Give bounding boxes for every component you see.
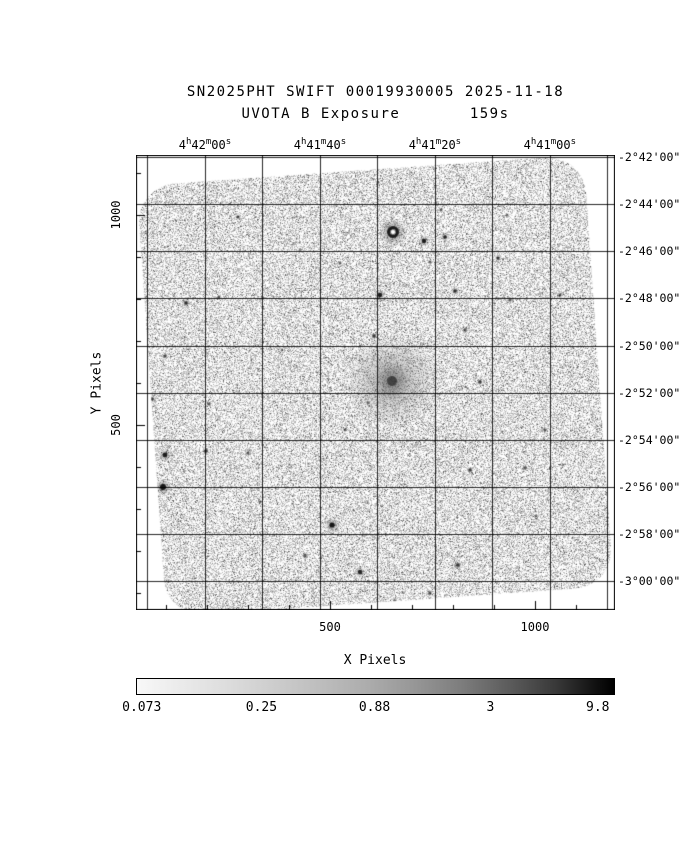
dec-tick-label: -2°58'00" <box>618 527 680 541</box>
dec-tick-label: -3°00'00" <box>618 574 680 588</box>
x-tick-label: 1000 <box>521 620 550 634</box>
dec-tick-label: -2°52'00" <box>618 386 680 400</box>
ra-tick-label: 4h42m00s <box>179 137 231 152</box>
figure-subtitle: UVOTA B Exposure 159s <box>136 106 615 122</box>
x-axis-label: X Pixels <box>344 653 407 668</box>
y-axis-label: Y Pixels <box>90 352 105 415</box>
colorbar-tick-label: 0.25 <box>246 700 277 715</box>
colorbar-tick-label: 0.073 <box>122 700 161 715</box>
dec-tick-label: -2°44'00" <box>618 197 680 211</box>
ra-tick-label: 4h41m20s <box>409 137 461 152</box>
dec-tick-label: -2°56'00" <box>618 480 680 494</box>
dec-tick-label: -2°54'00" <box>618 433 680 447</box>
y-tick-label: 1000 <box>109 201 123 230</box>
dec-tick-label: -2°46'00" <box>618 244 680 258</box>
colorbar-tick-label: 0.88 <box>359 700 390 715</box>
dec-tick-label: -2°42'00" <box>618 150 680 164</box>
figure: SN2025PHT SWIFT 00019930005 2025-11-18 U… <box>0 0 680 850</box>
ra-tick-label: 4h41m40s <box>294 137 346 152</box>
sky-image-canvas <box>136 155 615 610</box>
x-tick-label: 500 <box>319 620 341 634</box>
colorbar-gradient <box>136 678 615 695</box>
ra-tick-label: 4h41m00s <box>524 137 576 152</box>
colorbar-tick-label: 9.8 <box>586 700 609 715</box>
dec-tick-label: -2°50'00" <box>618 339 680 353</box>
dec-tick-label: -2°48'00" <box>618 291 680 305</box>
colorbar-tick-label: 3 <box>486 700 494 715</box>
figure-title: SN2025PHT SWIFT 00019930005 2025-11-18 <box>136 84 615 100</box>
y-tick-label: 500 <box>109 414 123 436</box>
